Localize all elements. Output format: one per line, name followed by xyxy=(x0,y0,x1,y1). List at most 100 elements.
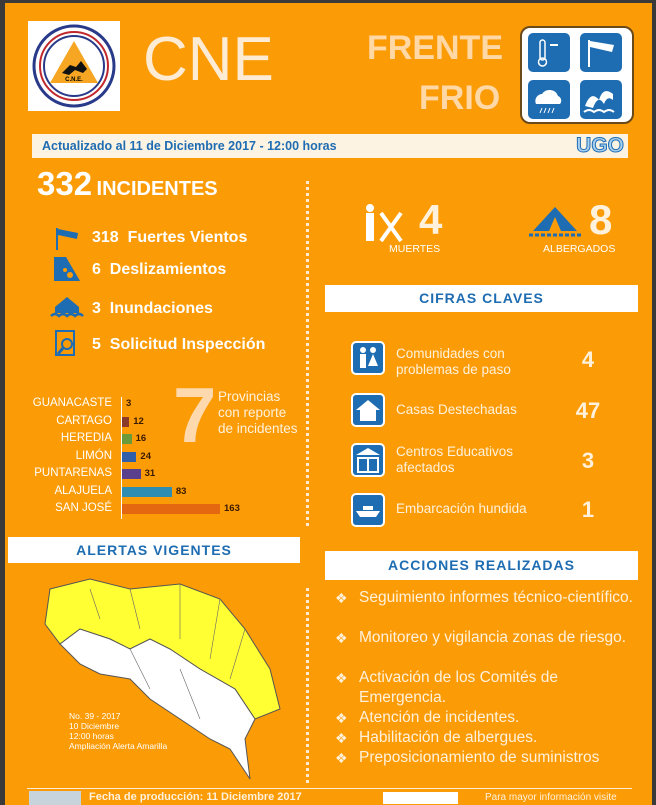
infographic: C.N.E. CNE FRENTE FRIO Actualizado al 11… xyxy=(5,3,652,805)
provinces-label: Provincias con reporte de incidentes xyxy=(218,389,298,436)
boat-icon xyxy=(351,493,385,527)
landslide-icon xyxy=(52,255,82,281)
update-banner: Actualizado al 11 de Diciembre 2017 - 12… xyxy=(32,134,628,158)
cifra-label: Comunidades con problemas de paso xyxy=(396,346,511,377)
alert-note-line: No. 39 - 2017 xyxy=(69,711,121,721)
accion-item: ❖ Monitoreo y vigilancia zonas de riesgo. xyxy=(335,628,635,648)
shelters-label: ALBERGADOS xyxy=(543,243,616,255)
ugo-logo: UGO xyxy=(576,134,625,158)
cifra-value: 1 xyxy=(581,497,595,522)
update-text: Actualizado al 11 de Diciembre 2017 - 12… xyxy=(42,139,337,153)
cifra-label: Centros Educativos afectados xyxy=(396,444,514,475)
accion-text: Habilitación de albergues. xyxy=(359,729,538,746)
footer-box xyxy=(383,792,458,804)
footer-production: Fecha de producción: 11 Diciembre 2017 xyxy=(89,791,302,803)
bar-value: 3 xyxy=(126,398,132,409)
accion-text: Monitoreo y vigilancia zonas de riesgo. xyxy=(359,629,627,646)
incident-label: Inundaciones xyxy=(109,300,213,317)
windsock-icon xyxy=(52,225,82,251)
bar-label: CARTAGO xyxy=(56,414,112,427)
event-title-line2: FRIO xyxy=(419,79,501,117)
bullet-icon: ❖ xyxy=(335,730,348,746)
accion-text: Activación de los Comités de Emergencia. xyxy=(359,669,559,706)
flood-icon xyxy=(49,293,85,319)
inspection-icon xyxy=(52,329,82,356)
incident-item: 3 Inundaciones xyxy=(92,300,213,318)
alert-note-line: 10 Diciembre xyxy=(69,721,120,731)
school-icon xyxy=(351,443,385,477)
footer-more-info: Para mayor información visite xyxy=(485,792,617,803)
bar xyxy=(122,486,172,497)
incident-count: 3 xyxy=(92,300,101,317)
acciones-title: ACCIONES REALIZADAS xyxy=(325,551,638,580)
bar xyxy=(122,451,137,462)
windsock-icon xyxy=(580,33,622,72)
alert-note-line: Ampliación Alerta Amarilla xyxy=(69,741,168,751)
cifras-title: CIFRAS CLAVES xyxy=(325,285,638,312)
accion-item: ❖ Activación de los Comités de Emergencia… xyxy=(335,668,635,708)
bullet-icon: ❖ xyxy=(335,750,348,766)
bullet-icon: ❖ xyxy=(335,670,348,686)
bar-value: 16 xyxy=(135,433,147,444)
incident-item: 6 Deslizamientos xyxy=(92,261,226,279)
shelters-count: 8 xyxy=(589,196,613,243)
bar-label: LIMÓN xyxy=(75,449,112,462)
incident-total-count: 332 xyxy=(37,165,93,202)
waves-icon xyxy=(580,80,622,119)
incident-total-label: INCIDENTES xyxy=(96,178,218,200)
bar-value: 12 xyxy=(133,415,144,427)
house-icon xyxy=(351,393,385,427)
bullet-icon: ❖ xyxy=(335,710,348,726)
cifra-label: Embarcación hundida xyxy=(396,501,527,516)
family-icon xyxy=(351,341,385,375)
bar xyxy=(122,504,220,514)
rain-cloud-icon xyxy=(528,80,570,119)
footer-image xyxy=(29,791,81,805)
cifra-value: 47 xyxy=(575,398,601,423)
chart-axis xyxy=(121,397,122,519)
incident-label: Fuertes Vientos xyxy=(127,229,248,246)
alert-map xyxy=(44,578,281,780)
bar xyxy=(122,469,141,479)
accion-text: Preposicionamiento de suministros xyxy=(359,749,600,766)
app-title: CNE xyxy=(143,25,274,94)
bar-label: SAN JOSÉ xyxy=(55,502,112,514)
bar-label: GUANACASTE xyxy=(32,397,112,409)
person-icon xyxy=(366,204,403,243)
provinces-count: 7 xyxy=(173,371,217,459)
incident-count: 6 xyxy=(92,261,101,278)
footer-divider xyxy=(27,788,632,789)
alert-note: No. 39 - 2017 10 Diciembre 12:00 horas A… xyxy=(69,711,167,751)
incident-count: 5 xyxy=(92,336,101,353)
divider-upper xyxy=(306,181,309,526)
bar-value: 83 xyxy=(175,485,187,497)
incident-item: 5 Solicitud Inspección xyxy=(92,336,265,354)
bar-label: PUNTARENAS xyxy=(34,467,112,479)
bullet-icon: ❖ xyxy=(335,630,348,646)
cifra-value: 4 xyxy=(581,347,595,372)
alert-note-line: 12:00 horas xyxy=(69,731,114,741)
incident-label: Solicitud Inspección xyxy=(109,336,266,353)
event-title-line1: FRENTE xyxy=(367,29,503,67)
accion-text: Seguimiento informes técnico-científico. xyxy=(359,589,633,606)
hazard-icon-panel xyxy=(520,26,634,124)
accion-item: ❖ Habilitación de albergues. xyxy=(335,728,635,748)
bar-value: 24 xyxy=(140,450,151,462)
cifra-label: Casas Destechadas xyxy=(396,402,517,417)
bar-label: ALAJUELA xyxy=(54,484,112,497)
deaths-count: 4 xyxy=(419,196,443,243)
tent-icon xyxy=(529,207,581,237)
accion-text: Atención de incidentes. xyxy=(359,709,520,726)
incident-item: 318 Fuertes Vientos xyxy=(92,229,247,247)
cne-logo: C.N.E. xyxy=(28,21,120,111)
alertas-title: ALERTAS VIGENTES xyxy=(8,537,300,563)
incident-count: 318 xyxy=(92,229,119,246)
deaths-label: MUERTES xyxy=(389,243,441,255)
bullet-icon: ❖ xyxy=(335,590,348,606)
accion-item: ❖ Seguimiento informes técnico-científico… xyxy=(335,588,635,608)
bar-value: 31 xyxy=(144,468,156,479)
incident-label: Deslizamientos xyxy=(109,261,227,278)
bar-label: HEREDIA xyxy=(60,432,112,444)
svg-text:C.N.E.: C.N.E. xyxy=(65,77,83,83)
accion-item: ❖ Atención de incidentes. xyxy=(335,708,635,728)
